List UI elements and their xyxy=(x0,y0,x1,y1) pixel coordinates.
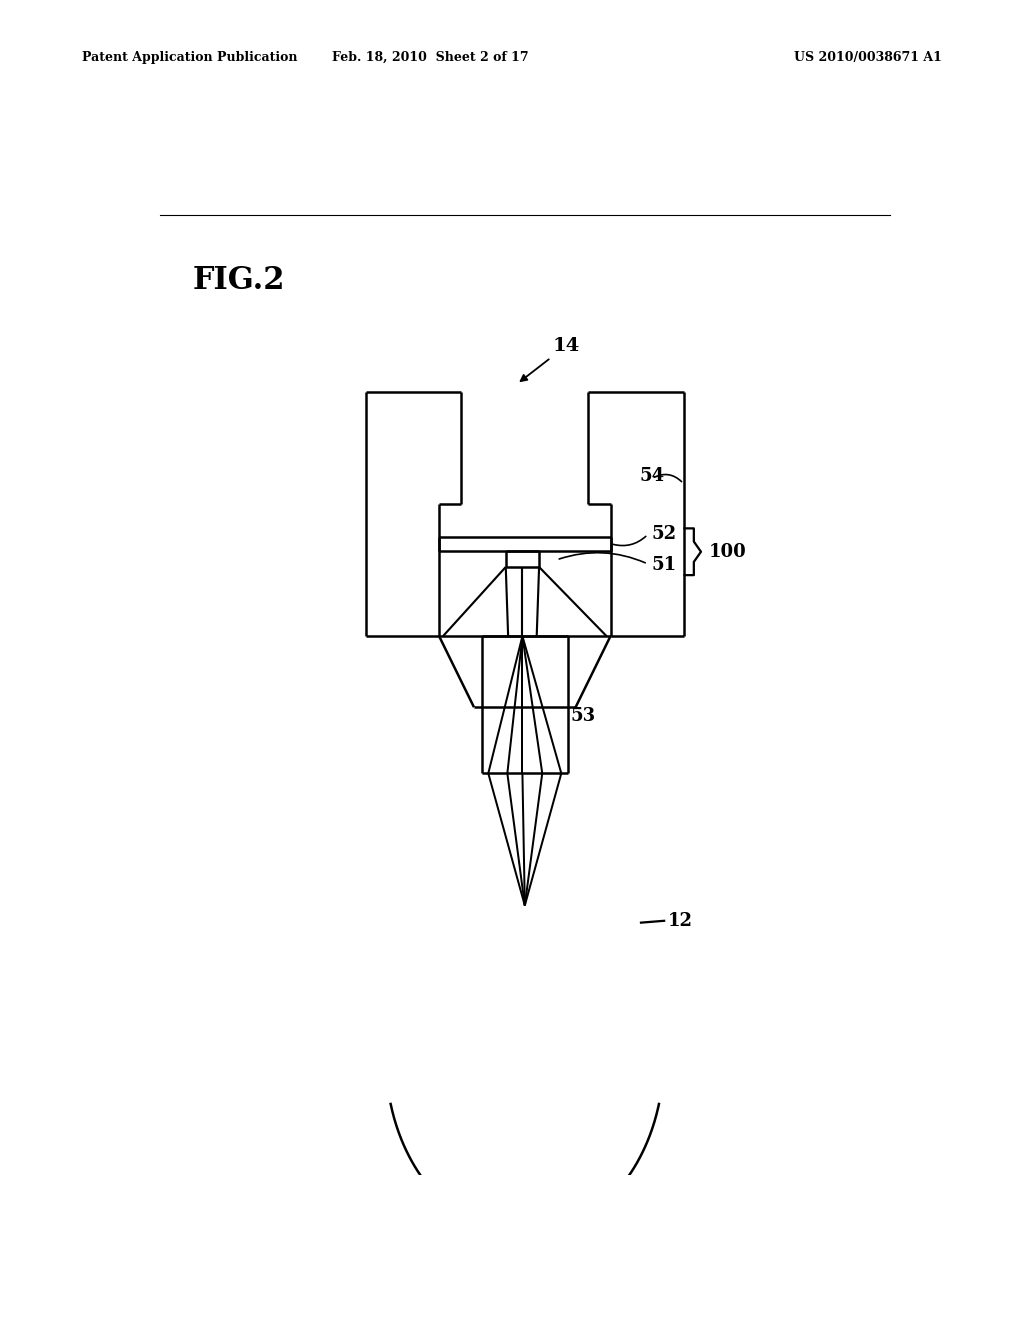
Text: FIG.2: FIG.2 xyxy=(194,265,286,296)
Text: 52: 52 xyxy=(652,525,677,544)
Text: Patent Application Publication: Patent Application Publication xyxy=(82,50,297,63)
Text: 14: 14 xyxy=(553,337,580,355)
Text: 100: 100 xyxy=(709,543,746,561)
Text: Feb. 18, 2010  Sheet 2 of 17: Feb. 18, 2010 Sheet 2 of 17 xyxy=(332,50,528,63)
Text: 12: 12 xyxy=(668,912,692,929)
Text: 51: 51 xyxy=(652,556,677,574)
Text: US 2010/0038671 A1: US 2010/0038671 A1 xyxy=(794,50,941,63)
Text: 54: 54 xyxy=(639,466,665,484)
Text: 53: 53 xyxy=(570,708,595,725)
